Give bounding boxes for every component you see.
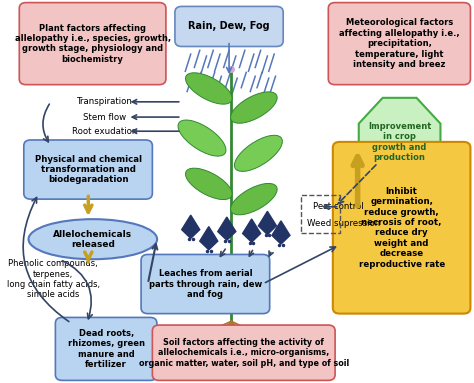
Ellipse shape [185,73,232,104]
Text: Inhibit
germination,
reduce growth,
necrosis of root,
reduce dry
weight and
decr: Inhibit germination, reduce growth, necr… [358,187,445,268]
Ellipse shape [185,168,232,200]
Text: Pest control: Pest control [312,202,363,211]
Text: Plant factors affecting
allelopathy i.e., species, growth,
growth stage, physiol: Plant factors affecting allelopathy i.e.… [15,23,171,64]
Text: Meteorological factors
affecting allelopathy i.e.,
precipitation,
temperature, l: Meteorological factors affecting allelop… [339,18,460,69]
Polygon shape [243,219,261,242]
Ellipse shape [230,183,277,215]
Text: Improvement
in crop
growth and
production: Improvement in crop growth and productio… [368,122,431,162]
Polygon shape [182,215,200,238]
Polygon shape [258,211,276,234]
FancyBboxPatch shape [328,3,470,85]
Text: Allelochemicals
released: Allelochemicals released [53,229,132,249]
Polygon shape [200,227,218,250]
Polygon shape [359,98,440,186]
Text: Root exudation: Root exudation [73,127,137,136]
Ellipse shape [28,219,157,259]
Ellipse shape [235,135,283,172]
FancyBboxPatch shape [152,325,335,380]
FancyBboxPatch shape [175,7,283,46]
FancyBboxPatch shape [141,254,270,314]
Text: Phenolic compounds,
terpenes,
long chain fatty acids,
simple acids: Phenolic compounds, terpenes, long chain… [7,259,100,300]
Text: Soil factors affecting the activity of
allelochemicals i.e., micro-organisms,
or: Soil factors affecting the activity of a… [138,338,349,368]
Text: Physical and chemical
transformation and
biodegaradation: Physical and chemical transformation and… [35,155,142,185]
FancyBboxPatch shape [19,3,166,85]
Text: Transpiration: Transpiration [77,97,133,106]
Polygon shape [272,221,290,244]
Ellipse shape [230,92,277,123]
Text: Weed supression: Weed supression [307,219,380,228]
FancyBboxPatch shape [55,318,157,380]
Text: Rain, Dew, Fog: Rain, Dew, Fog [188,21,270,31]
Ellipse shape [178,120,226,156]
Text: Leaches from aerial
parts through rain, dew
and fog: Leaches from aerial parts through rain, … [149,269,262,299]
FancyBboxPatch shape [333,142,470,314]
Text: Dead roots,
rhizomes, green
manure and
fertilizer: Dead roots, rhizomes, green manure and f… [68,329,145,369]
FancyBboxPatch shape [24,140,152,199]
Text: Stem flow: Stem flow [83,113,127,121]
Polygon shape [218,217,236,240]
